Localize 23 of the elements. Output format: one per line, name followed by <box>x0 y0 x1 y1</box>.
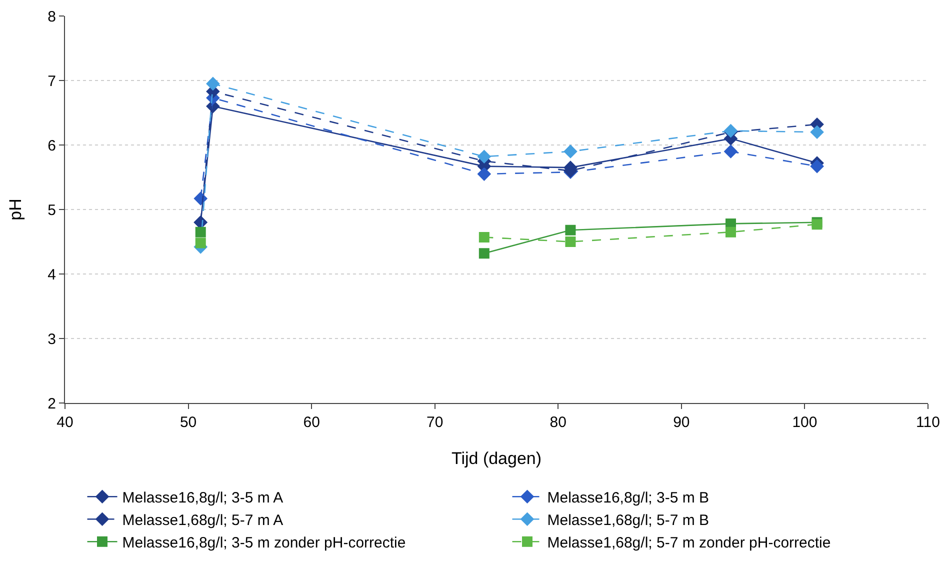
legend-label: Melasse1,68g/l; 5-7 m A <box>122 512 284 529</box>
legend-label: Melasse1,68g/l; 5-7 m B <box>547 512 710 529</box>
x-tick-label: 40 <box>56 414 74 431</box>
y-tick-label: 3 <box>48 330 56 348</box>
y-axis-title: pH <box>6 198 25 220</box>
x-tick-label: 110 <box>916 414 940 431</box>
y-tick-label: 6 <box>48 137 56 154</box>
x-tick-label: 50 <box>180 414 197 431</box>
x-axis-title: Tijd (dagen) <box>451 449 542 468</box>
x-tick-label: 90 <box>673 414 690 431</box>
y-tick-label: 2 <box>48 395 56 412</box>
y-tick-label: 5 <box>48 202 56 219</box>
x-tick-label: 60 <box>303 414 320 431</box>
y-tick-label: 4 <box>48 266 56 284</box>
y-tick-label: 7 <box>48 72 56 90</box>
x-tick-label: 80 <box>550 414 566 431</box>
legend-label: Melasse16,8g/l; 3-5 m zonder pH-correctie <box>122 534 406 552</box>
x-tick-label: 100 <box>792 414 818 431</box>
legend-label: Melasse16,8g/l; 3-5 m A <box>122 490 284 506</box>
legend-label: Melasse16,8g/l; 3-5 m B <box>547 490 710 506</box>
legend-label: Melasse1,68g/l; 5-7 m zonder pH-correctie <box>547 534 831 552</box>
y-tick-label: 8 <box>48 8 56 26</box>
x-tick-label: 70 <box>426 414 444 431</box>
